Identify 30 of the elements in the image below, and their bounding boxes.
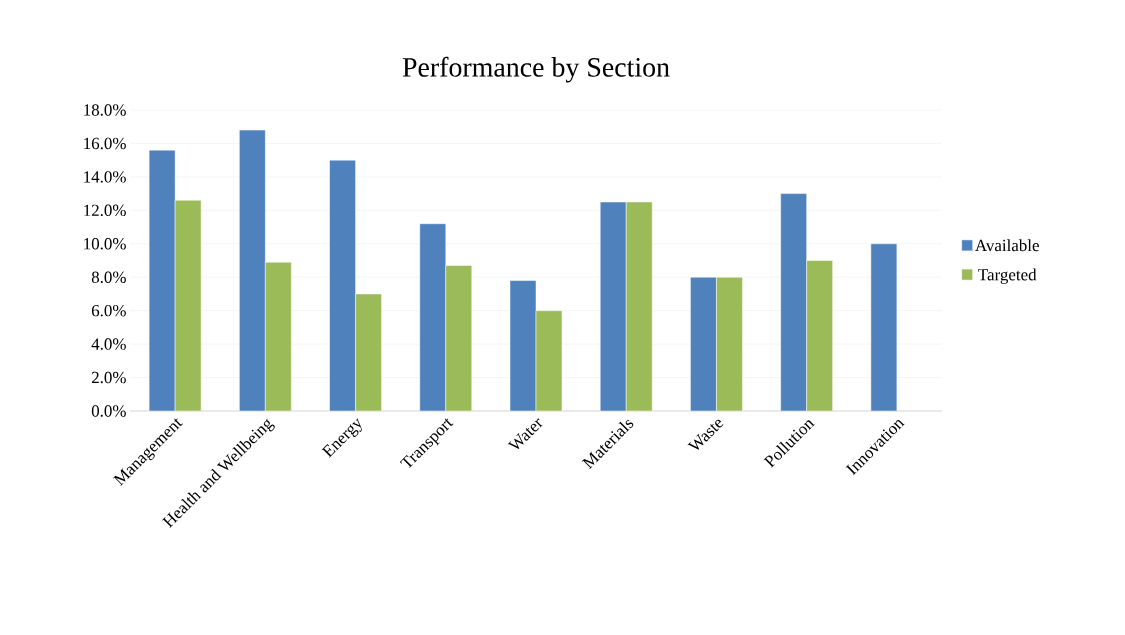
y-tick-label: 10.0% <box>84 238 126 250</box>
bar <box>148 149 176 411</box>
y-tick-label: 0.0% <box>91 405 126 417</box>
bar <box>625 201 653 411</box>
bar <box>265 261 292 411</box>
bar <box>716 276 743 411</box>
y-tick-label: 8.0% <box>91 271 126 283</box>
bar <box>599 201 627 411</box>
bar <box>419 223 447 411</box>
y-tick-label: 18.0% <box>84 104 126 116</box>
y-tick-label: 12.0% <box>84 204 126 217</box>
bar <box>806 260 833 411</box>
legend-label: Available <box>975 239 1039 252</box>
y-tick-label: 6.0% <box>91 304 126 317</box>
bar <box>174 200 202 411</box>
y-tick-label: 16.0% <box>84 137 126 150</box>
bar <box>780 193 807 411</box>
y-tick-label: 2.0% <box>91 371 126 384</box>
bar <box>690 276 717 411</box>
bar <box>239 129 266 411</box>
bar <box>329 159 356 411</box>
y-tick-label: 14.0% <box>84 171 126 183</box>
legend-label: Targeted <box>978 268 1037 284</box>
y-tick-label: 4.0% <box>91 338 126 350</box>
bar <box>355 293 382 411</box>
bar <box>870 243 898 411</box>
bar <box>445 265 473 411</box>
bar <box>509 280 537 411</box>
chart-title: Performance by Section <box>402 56 670 83</box>
bar <box>535 310 563 411</box>
